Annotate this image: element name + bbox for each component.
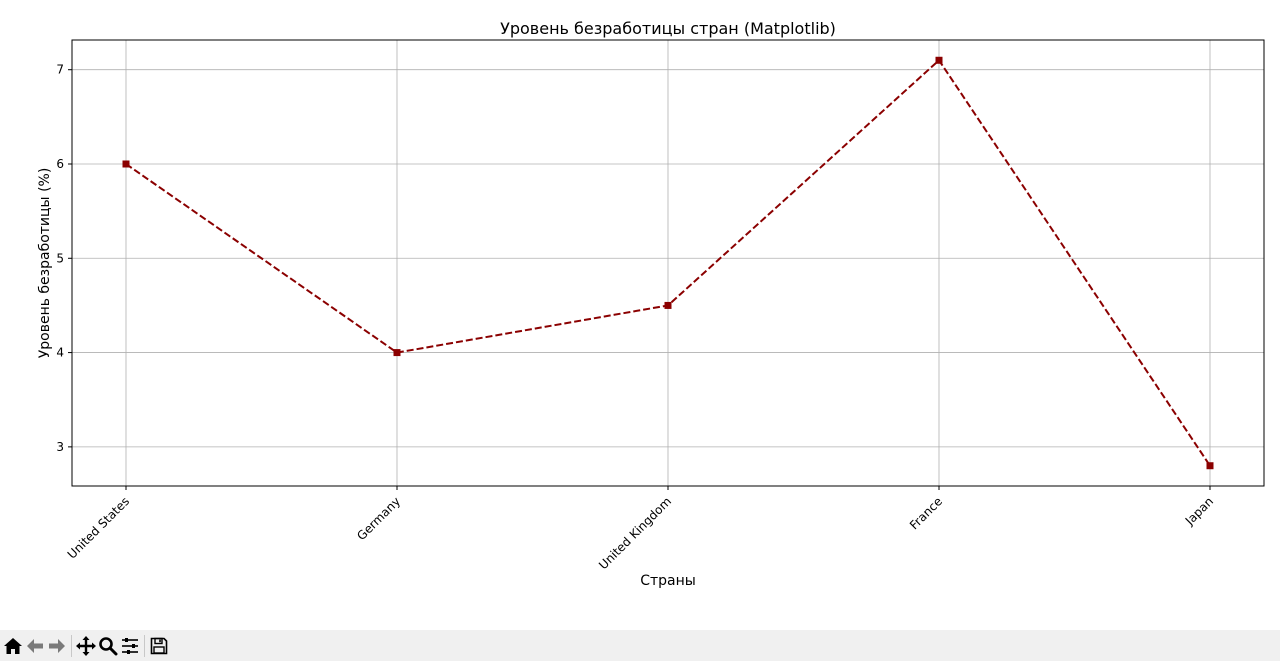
save-icon <box>150 637 168 654</box>
configure-subplots-button[interactable] <box>119 635 141 657</box>
x-tick-label: France <box>907 494 945 532</box>
data-point-marker <box>935 56 943 64</box>
y-tick-label: 3 <box>56 440 64 454</box>
x-tick-label: Germany <box>354 494 403 543</box>
x-tick-label: United Kingdom <box>596 494 674 572</box>
navigation-toolbar <box>0 630 1280 661</box>
x-axis-label: Страны <box>640 573 696 589</box>
y-tick-label: 6 <box>56 157 64 171</box>
data-point-marker <box>664 301 672 309</box>
y-tick-label: 5 <box>56 251 64 265</box>
zoom-button[interactable] <box>97 635 119 657</box>
x-axis-ticks: United States Germany United Kingdom France… <box>65 486 1216 572</box>
pan-icon <box>76 635 96 656</box>
home-button[interactable] <box>2 635 24 657</box>
configure-subplots-icon <box>122 637 138 654</box>
data-point-marker <box>393 349 401 357</box>
y-tick-label: 7 <box>56 63 64 77</box>
series-markers <box>122 56 1214 470</box>
data-point-marker <box>122 160 130 168</box>
save-button[interactable] <box>148 635 170 657</box>
chart-title: Уровень безработицы стран (Matplotlib) <box>500 19 836 38</box>
y-axis-ticks: 3 4 5 6 7 <box>56 63 72 454</box>
back-icon <box>27 638 43 653</box>
x-tick-label: United States <box>65 494 132 561</box>
data-point-marker <box>1206 462 1214 470</box>
y-tick-label: 4 <box>56 346 64 360</box>
grid <box>72 40 1264 486</box>
toolbar-separator <box>71 634 72 657</box>
toolbar-separator <box>144 634 145 657</box>
home-icon <box>4 637 22 654</box>
y-axis-label: Уровень безработицы (%) <box>37 168 53 359</box>
back-button[interactable] <box>24 635 46 657</box>
pan-button[interactable] <box>75 635 97 657</box>
x-tick-label: Japan <box>1182 494 1216 528</box>
line-chart: 3 4 5 6 7 United States Germany United Kingdom… <box>37 19 1265 589</box>
forward-button[interactable] <box>46 635 68 657</box>
forward-icon <box>49 638 65 653</box>
figure: 3 4 5 6 7 United States Germany United Kingdom… <box>37 19 1265 589</box>
zoom-icon <box>99 636 118 655</box>
